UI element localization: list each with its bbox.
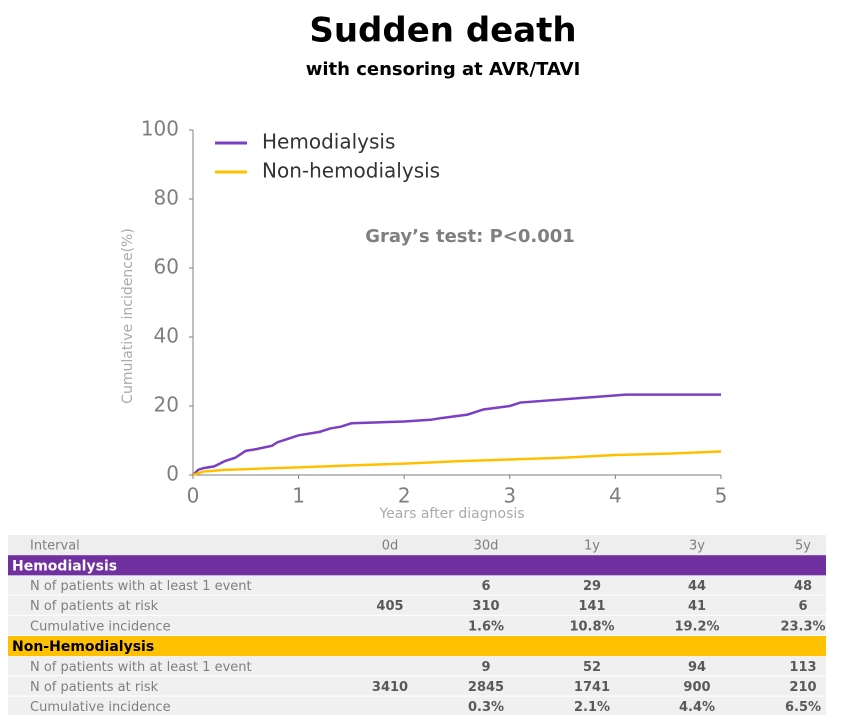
y-tick-label: 100: [141, 117, 179, 141]
table-cell: 6: [481, 579, 490, 594]
table-cell: 1741: [574, 680, 610, 695]
legend-label: Hemodialysis: [262, 130, 395, 154]
table-cell: 2845: [468, 680, 504, 695]
x-axis-label: Years after diagnosis: [378, 506, 524, 522]
table-cell: 6: [798, 599, 807, 614]
table-cell: 3410: [372, 680, 408, 695]
table-cell: 4.4%: [679, 700, 715, 715]
table-cell: 48: [794, 579, 812, 594]
group-header: Non-Hemodialysis: [12, 639, 154, 655]
table-cell: 113: [789, 660, 816, 675]
table-cell: 94: [688, 660, 706, 675]
group-header: Hemodialysis: [12, 558, 117, 574]
data-line: [192, 450, 722, 477]
table-cell: 9: [481, 660, 490, 675]
column-header: 1y: [584, 539, 600, 554]
y-tick-label: 80: [154, 186, 179, 210]
table-header-bg: [8, 535, 826, 556]
interval-header: Interval: [30, 539, 80, 554]
table-row-bg: [8, 615, 826, 635]
table-cell: 19.2%: [674, 619, 719, 634]
group-header-bg: [8, 636, 826, 657]
column-header: 5y: [795, 539, 811, 554]
y-tick-label: 60: [154, 255, 179, 279]
table-row-bg: [8, 676, 826, 696]
table-row-bg: [8, 656, 826, 676]
annotation: Gray’s test: P<0.001: [365, 226, 575, 247]
x-tick-label: 3: [503, 484, 516, 508]
table-cell: 900: [683, 680, 710, 695]
row-label: N of patients at risk: [30, 680, 159, 695]
row-label: N of patients with at least 1 event: [30, 660, 252, 675]
table-cell: 44: [688, 579, 706, 594]
row-label: N of patients at risk: [30, 599, 159, 614]
x-tick-label: 1: [292, 484, 305, 508]
table-row-bg: [8, 595, 826, 615]
table-cell: 141: [578, 599, 605, 614]
table-cell: 210: [789, 680, 816, 695]
y-axis-label: Cumulative incidence(%): [120, 228, 136, 404]
column-header: 30d: [474, 539, 499, 554]
column-header: 3y: [689, 539, 705, 554]
table-cell: 10.8%: [569, 619, 614, 634]
chart-title: Sudden death: [309, 11, 576, 51]
table-row-bg: [8, 696, 826, 715]
table-cell: 23.3%: [780, 619, 825, 634]
column-header: 0d: [382, 539, 399, 554]
x-tick-label: 5: [715, 484, 728, 508]
row-label: Cumulative incidence: [30, 619, 171, 634]
group-header-bg: [8, 555, 826, 576]
y-tick-label: 0: [166, 462, 179, 486]
y-tick-label: 40: [154, 324, 179, 348]
table-cell: 310: [472, 599, 499, 614]
table-cell: 2.1%: [574, 700, 610, 715]
x-tick-label: 0: [187, 484, 200, 508]
row-label: N of patients with at least 1 event: [30, 579, 252, 594]
chart-subtitle: with censoring at AVR/TAVI: [306, 59, 581, 80]
table-cell: 6.5%: [785, 700, 821, 715]
table-row-bg: [8, 575, 826, 595]
table-cell: 1.6%: [468, 619, 504, 634]
y-tick-label: 20: [154, 393, 179, 417]
legend-label: Non-hemodialysis: [262, 159, 440, 183]
data-line: [192, 393, 721, 476]
x-tick-label: 2: [398, 484, 411, 508]
x-tick-label: 4: [609, 484, 622, 508]
table-cell: 52: [583, 660, 601, 675]
row-label: Cumulative incidence: [30, 700, 171, 715]
table-cell: 29: [583, 579, 601, 594]
table-cell: 405: [376, 599, 403, 614]
table-cell: 0.3%: [468, 700, 504, 715]
table-cell: 41: [688, 599, 706, 614]
